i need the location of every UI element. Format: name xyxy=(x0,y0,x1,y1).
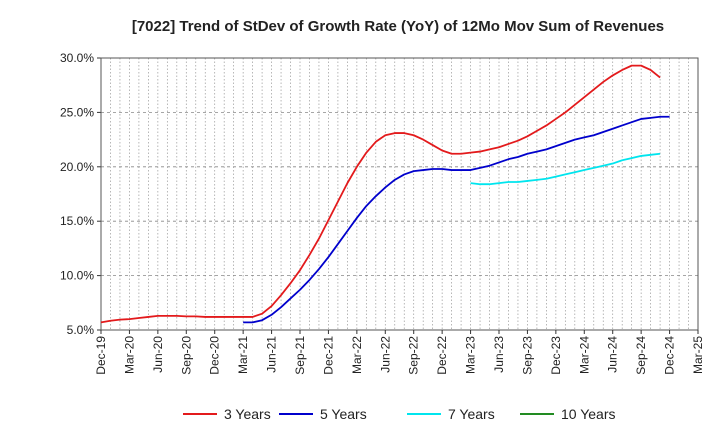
y-tick-label: 25.0% xyxy=(60,105,94,119)
x-tick-label: Dec-20 xyxy=(208,336,222,375)
x-tick-label: Dec-19 xyxy=(94,336,108,375)
series-layer xyxy=(100,64,670,324)
plot-frame xyxy=(100,57,699,331)
x-tick-label: Mar-21 xyxy=(236,336,250,374)
x-tick-label: Jun-21 xyxy=(265,336,279,373)
x-tick-label: Jun-22 xyxy=(378,336,392,373)
x-tick-label: Jun-23 xyxy=(492,336,506,373)
legend: 3 Years 5 Years 7 Years 10 Years xyxy=(183,406,616,422)
x-tick-label: Sep-21 xyxy=(293,336,307,375)
x-tick-label: Sep-24 xyxy=(634,336,648,375)
series-line-3-years xyxy=(100,64,661,324)
x-tick-label: Mar-25 xyxy=(691,336,705,374)
y-tick-label: 10.0% xyxy=(60,269,94,283)
y-tick-label: 5.0% xyxy=(67,323,95,337)
grid-layer xyxy=(100,57,699,331)
x-tick-label: Sep-22 xyxy=(407,336,421,375)
legend-label-10-years: 10 Years xyxy=(561,406,616,422)
legend-label-3-years: 3 Years xyxy=(224,406,271,422)
x-tick-label: Mar-23 xyxy=(464,336,478,374)
x-tick-label: Dec-21 xyxy=(321,336,335,375)
legend-label-5-years: 5 Years xyxy=(320,406,367,422)
x-tick-label: Mar-22 xyxy=(350,336,364,374)
chart-title: [7022] Trend of StDev of Growth Rate (Yo… xyxy=(132,18,664,35)
x-tick-label: Dec-22 xyxy=(435,336,449,375)
y-tick-label: 15.0% xyxy=(60,214,94,228)
x-tick-label: Sep-20 xyxy=(179,336,193,375)
axis-layer: 5.0% 10.0% 15.0% 20.0% 25.0% 30.0% Dec-19 Mar-2… xyxy=(60,51,705,375)
y-tick-label: 20.0% xyxy=(60,160,94,174)
y-tick-label: 30.0% xyxy=(60,51,94,65)
x-tick-label: Jun-20 xyxy=(151,336,165,373)
x-tick-label: Mar-24 xyxy=(577,336,591,374)
series-line-5-years xyxy=(243,115,670,324)
x-tick-label: Sep-23 xyxy=(520,336,534,375)
x-tick-label: Jun-24 xyxy=(606,336,620,373)
legend-label-7-years: 7 Years xyxy=(448,406,495,422)
x-tick-label: Dec-24 xyxy=(663,336,677,375)
series-line-7-years xyxy=(470,152,661,186)
x-tick-label: Dec-23 xyxy=(549,336,563,375)
x-tick-label: Mar-20 xyxy=(122,336,136,374)
